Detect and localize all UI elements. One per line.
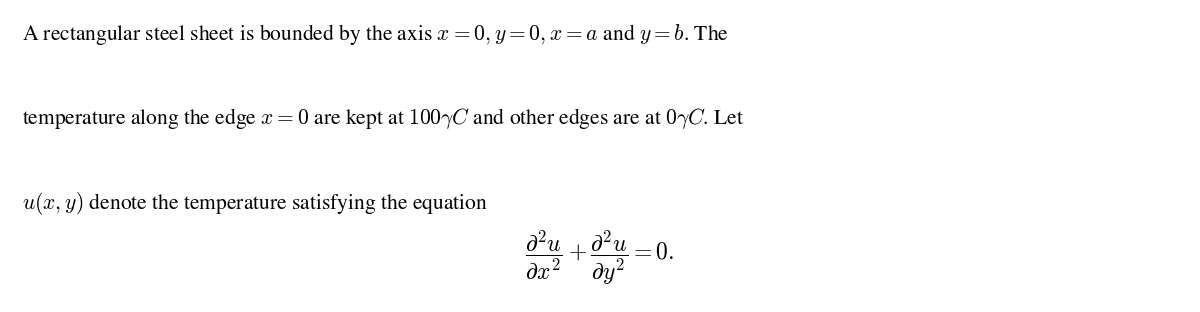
- Text: $u(x, y)$ denote the temperature satisfying the equation: $u(x, y)$ denote the temperature satisfy…: [22, 190, 487, 217]
- Text: temperature along the edge $x = 0$ are kept at $100°C$ and other edges are at $0: temperature along the edge $x = 0$ are k…: [22, 106, 744, 131]
- Text: A rectangular steel sheet is bounded by the axis $x = 0, y = 0, x = a$ and $y = : A rectangular steel sheet is bounded by …: [22, 22, 728, 47]
- Text: $\dfrac{\partial^2 u}{\partial x^2} + \dfrac{\partial^2 u}{\partial y^2} = 0.$: $\dfrac{\partial^2 u}{\partial x^2} + \d…: [526, 228, 674, 287]
